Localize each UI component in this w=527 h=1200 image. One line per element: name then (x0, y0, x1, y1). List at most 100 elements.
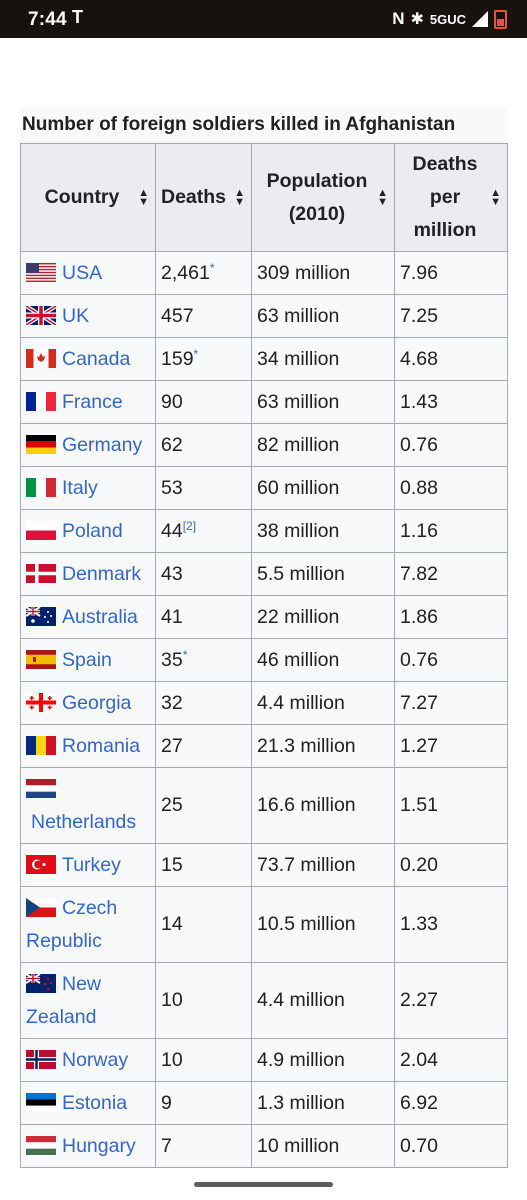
footnote-link[interactable]: * (182, 648, 188, 662)
country-link-hungary[interactable]: Hungary (62, 1134, 136, 1157)
cell-country: Italy (20, 466, 156, 510)
nfc-icon: Ν (392, 9, 405, 28)
footnote-link[interactable]: [2] (182, 519, 197, 533)
cell-deaths: 10 (155, 962, 252, 1039)
cell-country: Denmark (20, 552, 156, 596)
cell-country: France (20, 380, 156, 424)
cell-country: Estonia (20, 1081, 156, 1125)
table-row: Estonia 9 1.3 million 6.92 (20, 1081, 508, 1125)
cell-population: 1.3 million (251, 1081, 395, 1125)
table-row: Canada 159* 34 million 4.68 (20, 337, 508, 381)
country-link-new-zealand[interactable]: New Zealand (26, 972, 102, 1028)
home-indicator[interactable] (194, 1182, 333, 1187)
column-header-label: Deaths per million (412, 153, 478, 241)
cell-population: 16.6 million (251, 767, 395, 844)
table-row: France 90 63 million 1.43 (20, 380, 508, 424)
cell-country: Netherlands (20, 767, 156, 844)
deaths-value: 2,461 (161, 262, 210, 284)
signal-icon (472, 11, 488, 27)
cell-country: Spain (20, 638, 156, 682)
country-link-turkey[interactable]: Turkey (62, 853, 121, 876)
country-link-france[interactable]: France (62, 390, 123, 413)
flag-poland-icon (26, 518, 56, 540)
sort-icon[interactable]: ▲ ▼ (377, 186, 388, 208)
cell-deaths-per-million: 0.76 (394, 638, 508, 682)
cell-country: Georgia (20, 681, 156, 725)
country-link-georgia[interactable]: Georgia (62, 691, 132, 714)
country-link-estonia[interactable]: Estonia (62, 1091, 128, 1114)
column-header-label: Country (44, 186, 120, 208)
footnote-link[interactable]: * (209, 261, 215, 275)
deaths-value: 32 (161, 691, 183, 714)
cell-deaths: 62 (155, 423, 252, 467)
country-link-germany[interactable]: Germany (62, 433, 143, 456)
deaths-value: 53 (161, 476, 183, 499)
country-link-spain[interactable]: Spain (62, 648, 112, 671)
deaths-value: 44 (161, 520, 183, 542)
cell-deaths-per-million: 7.27 (394, 681, 508, 725)
table-row: Georgia 32 4.4 million 7.27 (20, 681, 508, 725)
sort-icon[interactable]: ▲ ▼ (138, 186, 149, 208)
cell-country: Canada (20, 337, 156, 381)
cell-deaths-per-million: 1.86 (394, 595, 508, 639)
cell-population: 309 million (251, 251, 395, 295)
bluetooth-icon: ✱ (410, 11, 424, 28)
country-link-norway[interactable]: Norway (62, 1048, 129, 1071)
cell-deaths: 44[2] (155, 509, 252, 553)
flag-canada-icon (26, 346, 56, 368)
soldiers-killed-table: Country ▲ ▼ Deaths ▲ ▼ Population (2010) ▲… (20, 143, 508, 1168)
sort-icon[interactable]: ▲ ▼ (490, 186, 501, 208)
country-link-canada[interactable]: Canada (62, 347, 131, 370)
country-link-czech-republic[interactable]: Czech Republic (26, 896, 118, 952)
flag-denmark-icon (26, 561, 56, 583)
flag-georgia-icon (26, 690, 56, 712)
flag-uk-icon (24, 303, 58, 327)
cell-deaths: 2,461* (155, 251, 252, 295)
country-link-italy[interactable]: Italy (62, 476, 98, 499)
cell-deaths: 27 (155, 724, 252, 768)
cell-deaths: 159* (155, 337, 252, 381)
country-link-denmark[interactable]: Denmark (62, 562, 142, 585)
cell-population: 4.4 million (251, 681, 395, 725)
deaths-value: 159 (161, 348, 194, 370)
flag-germany-icon (26, 432, 56, 454)
cell-country: Poland (20, 509, 156, 553)
cell-deaths-per-million: 6.92 (394, 1081, 508, 1125)
cell-country: New Zealand (20, 962, 156, 1039)
column-header-deaths-per-million[interactable]: Deaths per million ▲ ▼ (394, 143, 508, 252)
deaths-value: 41 (161, 605, 183, 628)
cell-population: 73.7 million (251, 843, 395, 887)
deaths-value: 9 (161, 1091, 172, 1114)
country-link-uk[interactable]: UK (62, 304, 90, 327)
cell-country: Hungary (20, 1124, 156, 1168)
country-link-australia[interactable]: Australia (62, 605, 138, 628)
cell-deaths: 9 (155, 1081, 252, 1125)
deaths-value: 14 (161, 913, 183, 935)
country-link-poland[interactable]: Poland (62, 519, 123, 542)
cell-population: 4.9 million (251, 1038, 395, 1082)
table-row: Poland 44[2] 38 million 1.16 (20, 509, 508, 553)
country-link-romania[interactable]: Romania (62, 734, 141, 757)
country-link-netherlands[interactable]: Netherlands (31, 810, 137, 833)
flag-hungary-icon (26, 1133, 56, 1155)
table-row: Hungary 7 10 million 0.70 (20, 1124, 508, 1168)
cell-deaths-per-million: 1.33 (394, 886, 508, 963)
deaths-value: 15 (161, 853, 183, 876)
deaths-value: 35 (161, 649, 183, 671)
cell-population: 38 million (251, 509, 395, 553)
footnote-link[interactable]: * (193, 347, 199, 361)
column-header-deaths[interactable]: Deaths ▲ ▼ (155, 143, 252, 252)
country-link-usa[interactable]: USA (62, 261, 103, 284)
cell-deaths-per-million: 0.76 (394, 423, 508, 467)
column-header-country[interactable]: Country ▲ ▼ (20, 143, 156, 252)
deaths-value: 457 (161, 304, 194, 327)
table-row: Germany 62 82 million 0.76 (20, 423, 508, 467)
sort-icon[interactable]: ▲ ▼ (234, 186, 245, 208)
column-header-population[interactable]: Population (2010) ▲ ▼ (251, 143, 395, 252)
cell-deaths: 43 (155, 552, 252, 596)
cell-deaths-per-million: 1.51 (394, 767, 508, 844)
flag-netherlands-icon (26, 776, 56, 798)
cell-deaths: 35* (155, 638, 252, 682)
flag-france-icon (26, 389, 56, 411)
flag-spain-icon (26, 647, 56, 669)
